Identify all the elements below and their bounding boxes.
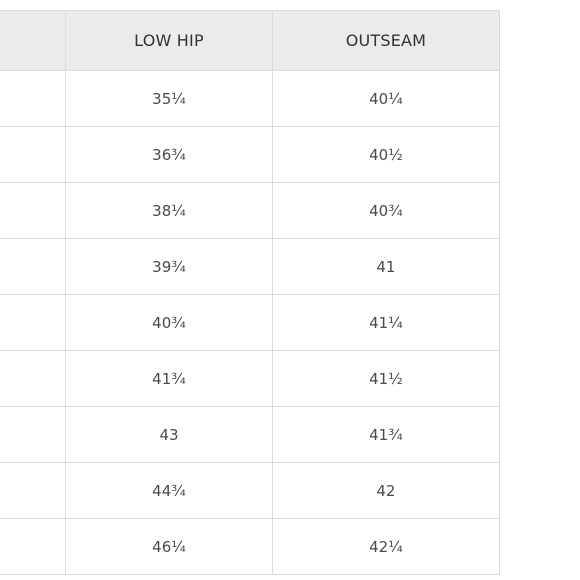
cell-low-hip: 36¾ [65,126,273,183]
column-header-low-hip: LOW HIP [65,10,273,71]
column-header-hip: IP [0,10,67,71]
table-row: 38¼ 40¾ [0,182,501,239]
cell-outseam: 42¼ [271,518,501,575]
table-row: 35¼ 40¼ [0,70,501,127]
cell-outseam: 41¾ [271,406,501,463]
cell-hip [0,238,67,295]
cell-hip [0,406,67,463]
cell-outseam: 40¼ [271,70,501,127]
table-row: 43 41¾ [0,406,501,463]
table-row: 40¾ 41¼ [0,294,501,351]
cell-hip [0,462,67,519]
right-edge-margin [576,0,580,580]
table-row: 41¾ 41½ [0,350,501,407]
cell-low-hip: 39¾ [65,238,273,295]
table-row: 36¾ 40½ [0,126,501,183]
cell-hip [0,182,67,239]
cell-outseam: 41¼ [271,294,501,351]
cell-hip [0,294,67,351]
table-row: 46¼ 42¼ [0,518,501,575]
cell-low-hip: 46¼ [65,518,273,575]
table-row: 44¾ 42 [0,462,501,519]
cell-outseam: 42 [271,462,501,519]
cell-low-hip: 40¾ [65,294,273,351]
cell-outseam: 41 [271,238,501,295]
cell-low-hip: 44¾ [65,462,273,519]
cell-hip [0,126,67,183]
cell-low-hip: 41¾ [65,350,273,407]
size-chart-table: IP LOW HIP OUTSEAM 35¼ 40¼ 36¾ 40½ 38¼ 4… [0,10,501,575]
cell-outseam: 40¾ [271,182,501,239]
column-header-outseam: OUTSEAM [271,10,501,71]
table-body: 35¼ 40¼ 36¾ 40½ 38¼ 40¾ 39¾ 41 40¾ 4 [0,70,501,575]
cell-low-hip: 35¼ [65,70,273,127]
cell-hip [0,518,67,575]
cell-hip [0,70,67,127]
cell-hip [0,350,67,407]
cell-low-hip: 43 [65,406,273,463]
cell-outseam: 40½ [271,126,501,183]
header-row: IP LOW HIP OUTSEAM [0,10,501,71]
cell-low-hip: 38¼ [65,182,273,239]
cell-outseam: 41½ [271,350,501,407]
table-header: IP LOW HIP OUTSEAM [0,10,501,71]
table-row: 39¾ 41 [0,238,501,295]
